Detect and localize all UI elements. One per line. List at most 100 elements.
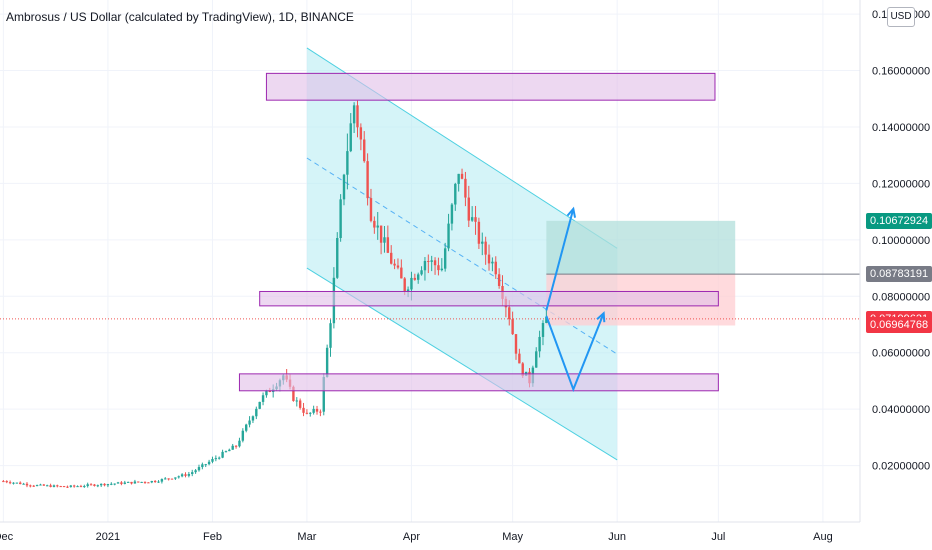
candle-body — [56, 485, 59, 487]
candle-body — [157, 481, 160, 483]
candle-body — [52, 485, 56, 487]
channel-median-line — [306, 157, 618, 355]
candle-body — [35, 485, 39, 487]
candle-body — [258, 401, 261, 409]
candle-body — [312, 408, 315, 413]
candle-body — [153, 480, 157, 483]
price-tag: 0.08783191 — [866, 266, 932, 283]
candle-body — [430, 260, 433, 262]
candle-body — [116, 482, 120, 484]
candle-body — [342, 174, 346, 200]
candle-body — [423, 260, 427, 271]
candle-body — [379, 225, 383, 243]
candle-body — [511, 319, 514, 335]
candle-body — [218, 457, 221, 459]
candle-body — [518, 353, 521, 364]
price-axis-label: 0.04000000 — [872, 404, 930, 416]
candle-body — [467, 197, 470, 221]
candle-body — [447, 223, 450, 249]
candle-body — [315, 408, 319, 412]
currency-badge[interactable]: USD — [887, 7, 915, 27]
candle-body — [180, 474, 184, 477]
time-axis-label: Mar — [297, 531, 316, 543]
candle-body — [106, 484, 110, 486]
candle-body — [244, 424, 248, 431]
candle-body — [356, 105, 359, 128]
candle-body — [437, 265, 440, 271]
candle-body — [89, 484, 93, 486]
candle-body — [470, 217, 474, 221]
time-axis[interactable]: Dec 2021 Feb Mar Apr May Jun Jul Aug — [0, 531, 833, 543]
candle-body — [454, 183, 457, 205]
candle-body — [140, 481, 143, 483]
candle-body — [352, 105, 356, 124]
candle-body — [62, 486, 66, 488]
candle-body — [207, 461, 211, 465]
candle-body — [420, 270, 423, 275]
candle-body — [491, 261, 494, 264]
candle-body — [110, 483, 113, 485]
candle-body — [2, 481, 5, 483]
candle-body — [386, 237, 390, 253]
candle-body — [545, 316, 548, 324]
candle-body — [309, 412, 312, 414]
time-axis-label: Feb — [203, 531, 222, 543]
candle-body — [177, 476, 180, 478]
candle-body — [241, 430, 245, 441]
candle-body — [238, 440, 241, 447]
candle-body — [481, 241, 484, 244]
candle-body — [46, 485, 49, 487]
sr-zone — [259, 290, 719, 307]
price-axis[interactable]: 0.180000000.160000000.140000000.12000000… — [872, 9, 930, 472]
candle-body — [204, 464, 207, 466]
projection-arrows — [545, 206, 606, 393]
candle-body — [373, 220, 376, 228]
candle-body — [170, 478, 174, 480]
price-tag: 0.10672924 — [866, 212, 932, 229]
candle-body — [433, 260, 437, 266]
candle-body — [538, 336, 541, 352]
candle-body — [413, 277, 417, 280]
candle-body — [541, 323, 545, 337]
candle-body — [130, 481, 133, 484]
candle-body — [160, 479, 164, 482]
candle-body — [457, 173, 460, 184]
candle-body — [123, 482, 126, 484]
time-axis-label: Jun — [608, 531, 626, 543]
time-axis-label: Dec — [0, 531, 14, 543]
candle-body — [390, 252, 393, 264]
candle-body — [369, 198, 373, 221]
candle-body — [126, 481, 130, 483]
sr-zone — [265, 72, 716, 101]
candle-body — [325, 347, 329, 377]
candle-body — [79, 486, 83, 488]
candle-body — [164, 478, 167, 480]
time-axis-label: Aug — [813, 531, 833, 543]
candle-body — [521, 363, 524, 376]
candle-body — [410, 277, 413, 290]
time-axis-label: Apr — [403, 531, 420, 543]
candle-body — [15, 482, 19, 484]
candle-body — [83, 486, 86, 488]
candlesticks — [2, 100, 548, 489]
price-axis-label: 0.10000000 — [872, 235, 930, 247]
candle-body — [234, 445, 238, 447]
candle-body — [443, 248, 447, 269]
candle-body — [349, 123, 352, 152]
candle-body — [143, 481, 147, 483]
candle-body — [514, 334, 518, 354]
support-resistance-zones — [238, 72, 719, 392]
time-axis-label: May — [502, 531, 523, 543]
candle-body — [76, 486, 79, 488]
candle-body — [484, 241, 487, 255]
price-axis-label: 0.12000000 — [872, 178, 930, 190]
price-tag: 0.06964768 — [866, 317, 932, 334]
candle-body — [167, 478, 170, 480]
candle-body — [22, 483, 25, 485]
candle-body — [322, 376, 325, 412]
candle-body — [228, 449, 231, 452]
candle-body — [32, 485, 35, 487]
candle-body — [464, 178, 467, 198]
candle-body — [197, 467, 201, 471]
